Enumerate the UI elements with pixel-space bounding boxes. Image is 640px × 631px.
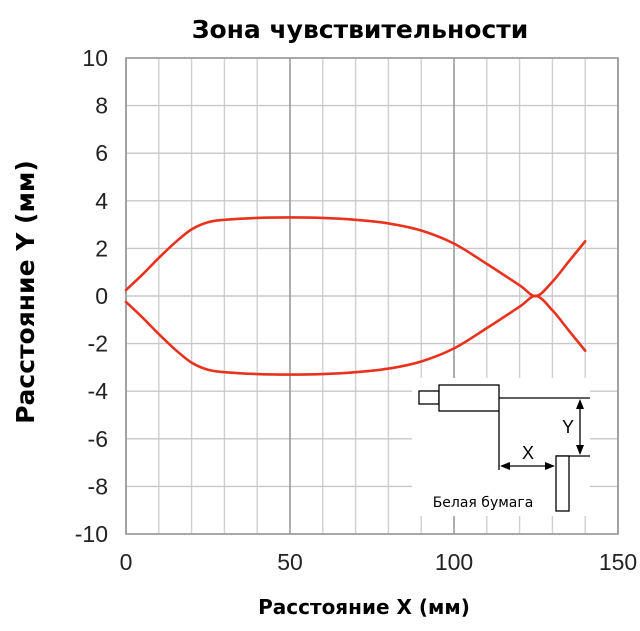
white-paper-shape	[555, 455, 570, 512]
white-paper-caption: Белая бумага	[433, 495, 534, 511]
y-tick-label: 4	[95, 188, 108, 214]
x-axis-label: Расстояние X (мм)	[258, 595, 470, 619]
y-tick-label: 2	[95, 235, 108, 261]
y-tick-label: -10	[75, 521, 108, 547]
x-dimension-label: X	[522, 443, 534, 463]
y-tick-label: 8	[95, 93, 108, 119]
series-lower-line	[124, 294, 587, 376]
y-arrow-up-icon	[576, 399, 584, 409]
y-tick-label: 6	[95, 140, 108, 166]
y-dimension-label: Y	[562, 417, 574, 437]
y-tick-label: -2	[88, 331, 108, 357]
y-axis-label: Расстояние Y (мм)	[11, 160, 40, 424]
x-arrow-right-icon	[545, 462, 555, 470]
y-tick-label: -4	[88, 378, 109, 404]
x-tick-label: 150	[599, 549, 637, 575]
sensor-lens-shape	[418, 390, 440, 405]
series-group	[124, 216, 587, 376]
sensor-body-shape	[438, 384, 500, 412]
y-tick-label: 0	[95, 283, 108, 309]
x-tick-label: 50	[277, 549, 303, 575]
y-tick-label: -6	[88, 426, 108, 452]
chart-title: Зона чувствительности	[192, 15, 529, 44]
y-arrow-down-icon	[576, 445, 584, 455]
x-arrow-left-icon	[500, 462, 510, 470]
x-tick-label: 0	[120, 549, 133, 575]
measurement-diagram: Y X Белая бумага	[412, 378, 590, 516]
tick-labels: 10 8 6 4 2 0 -2 -4 -6 -8 -10 0 50 100 150	[75, 45, 637, 575]
plot-frame	[125, 57, 619, 535]
y-tick-label: -8	[88, 473, 108, 499]
y-tick-label: 10	[82, 45, 108, 71]
x-tick-label: 100	[435, 549, 473, 575]
